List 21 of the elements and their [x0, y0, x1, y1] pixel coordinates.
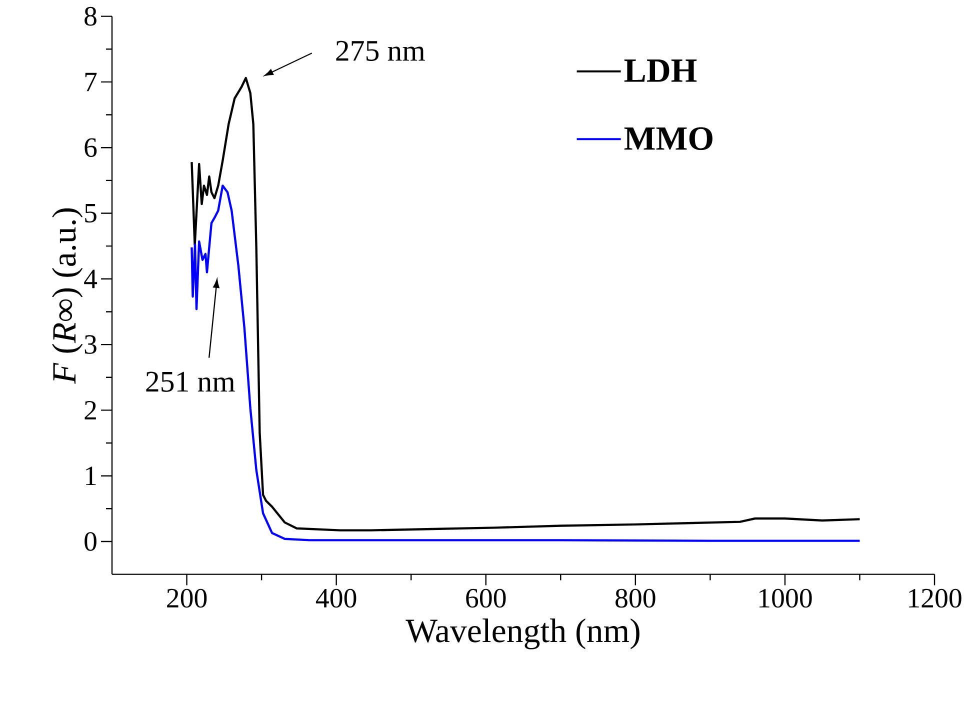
- x-tick-label: 200: [167, 588, 207, 608]
- y-tick-label: 0: [84, 532, 96, 551]
- x-tick-label: 1000: [760, 588, 812, 608]
- y-tick-label: 6: [84, 138, 97, 157]
- x-tick-label: 800: [616, 588, 656, 608]
- x-axis-title: Wavelength (nm): [406, 618, 640, 650]
- x-tick-label: 600: [466, 588, 506, 608]
- annotation: 251 nm: [146, 372, 235, 392]
- legend-label: MMO: [624, 127, 712, 150]
- y-tick-label: 5: [85, 204, 96, 223]
- y-tick-label: 7: [85, 72, 97, 92]
- x-tick-label: 1200: [909, 588, 962, 608]
- y-tick-label: 1: [86, 466, 96, 486]
- annotation: 275 nm: [336, 40, 425, 61]
- y-tick-label: 3: [84, 335, 96, 354]
- y-tick-label: 2: [84, 400, 96, 420]
- y-axis-title: F (R∞) (a.u.): [52, 208, 83, 384]
- legend-label: LDH: [624, 60, 697, 82]
- y-tick-label: 4: [84, 270, 98, 288]
- y-tick-label: 8: [84, 6, 96, 26]
- x-tick-label: 400: [316, 588, 356, 608]
